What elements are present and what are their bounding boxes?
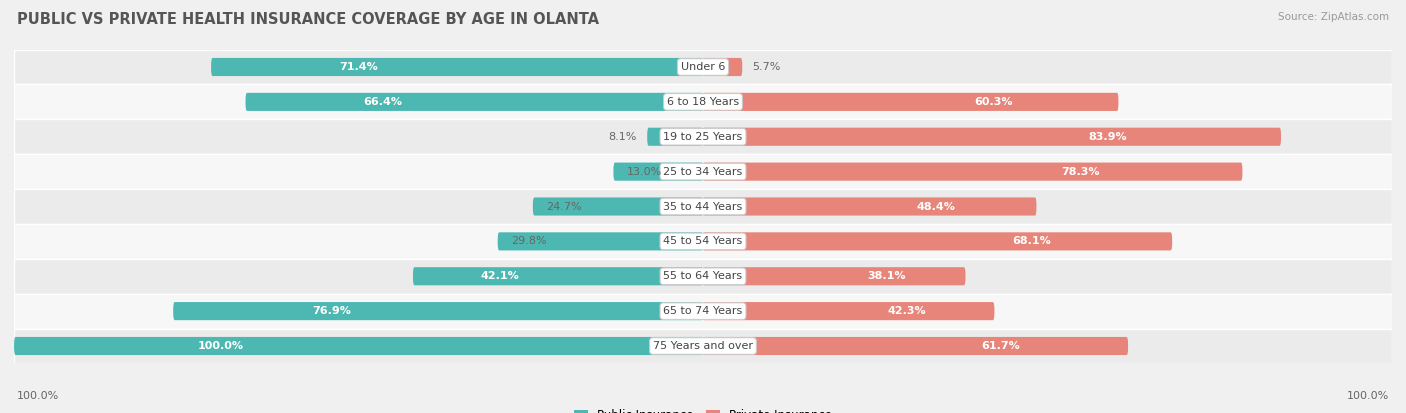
FancyBboxPatch shape bbox=[703, 232, 1173, 250]
Bar bbox=[14, 259, 1392, 294]
Text: 83.9%: 83.9% bbox=[1088, 132, 1128, 142]
FancyBboxPatch shape bbox=[703, 93, 1118, 111]
FancyBboxPatch shape bbox=[498, 232, 703, 250]
FancyBboxPatch shape bbox=[703, 267, 966, 285]
Text: 66.4%: 66.4% bbox=[363, 97, 402, 107]
Text: 75 Years and over: 75 Years and over bbox=[652, 341, 754, 351]
Text: 35 to 44 Years: 35 to 44 Years bbox=[664, 202, 742, 211]
Text: 13.0%: 13.0% bbox=[627, 166, 662, 177]
FancyBboxPatch shape bbox=[703, 302, 994, 320]
Text: 60.3%: 60.3% bbox=[974, 97, 1014, 107]
FancyBboxPatch shape bbox=[703, 58, 742, 76]
Text: 76.9%: 76.9% bbox=[312, 306, 352, 316]
Bar bbox=[14, 84, 1392, 119]
Legend: Public Insurance, Private Insurance: Public Insurance, Private Insurance bbox=[569, 404, 837, 413]
Bar bbox=[14, 154, 1392, 189]
FancyBboxPatch shape bbox=[14, 337, 703, 355]
Text: 24.7%: 24.7% bbox=[547, 202, 582, 211]
FancyBboxPatch shape bbox=[246, 93, 703, 111]
FancyBboxPatch shape bbox=[703, 337, 1128, 355]
Text: 78.3%: 78.3% bbox=[1062, 166, 1099, 177]
FancyBboxPatch shape bbox=[613, 163, 703, 181]
Text: 55 to 64 Years: 55 to 64 Years bbox=[664, 271, 742, 281]
Bar bbox=[14, 329, 1392, 363]
Text: 65 to 74 Years: 65 to 74 Years bbox=[664, 306, 742, 316]
Text: 61.7%: 61.7% bbox=[981, 341, 1019, 351]
Text: Under 6: Under 6 bbox=[681, 62, 725, 72]
Text: 29.8%: 29.8% bbox=[512, 236, 547, 247]
FancyBboxPatch shape bbox=[211, 58, 703, 76]
Bar bbox=[14, 119, 1392, 154]
Text: 8.1%: 8.1% bbox=[609, 132, 637, 142]
Text: 48.4%: 48.4% bbox=[917, 202, 956, 211]
Bar bbox=[14, 294, 1392, 329]
Text: PUBLIC VS PRIVATE HEALTH INSURANCE COVERAGE BY AGE IN OLANTA: PUBLIC VS PRIVATE HEALTH INSURANCE COVER… bbox=[17, 12, 599, 27]
Text: 68.1%: 68.1% bbox=[1012, 236, 1050, 247]
FancyBboxPatch shape bbox=[173, 302, 703, 320]
Bar bbox=[14, 189, 1392, 224]
FancyBboxPatch shape bbox=[703, 128, 1281, 146]
FancyBboxPatch shape bbox=[647, 128, 703, 146]
FancyBboxPatch shape bbox=[703, 197, 1036, 216]
Text: 71.4%: 71.4% bbox=[339, 62, 378, 72]
Text: 6 to 18 Years: 6 to 18 Years bbox=[666, 97, 740, 107]
Text: 100.0%: 100.0% bbox=[198, 341, 243, 351]
Text: 45 to 54 Years: 45 to 54 Years bbox=[664, 236, 742, 247]
Text: Source: ZipAtlas.com: Source: ZipAtlas.com bbox=[1278, 12, 1389, 22]
Bar bbox=[14, 224, 1392, 259]
Bar bbox=[14, 50, 1392, 84]
Text: 19 to 25 Years: 19 to 25 Years bbox=[664, 132, 742, 142]
Text: 25 to 34 Years: 25 to 34 Years bbox=[664, 166, 742, 177]
FancyBboxPatch shape bbox=[703, 163, 1243, 181]
Text: 38.1%: 38.1% bbox=[868, 271, 905, 281]
Text: 42.3%: 42.3% bbox=[887, 306, 927, 316]
Text: 5.7%: 5.7% bbox=[752, 62, 780, 72]
Text: 100.0%: 100.0% bbox=[1347, 391, 1389, 401]
FancyBboxPatch shape bbox=[533, 197, 703, 216]
Text: 100.0%: 100.0% bbox=[17, 391, 59, 401]
Text: 42.1%: 42.1% bbox=[481, 271, 519, 281]
FancyBboxPatch shape bbox=[413, 267, 703, 285]
